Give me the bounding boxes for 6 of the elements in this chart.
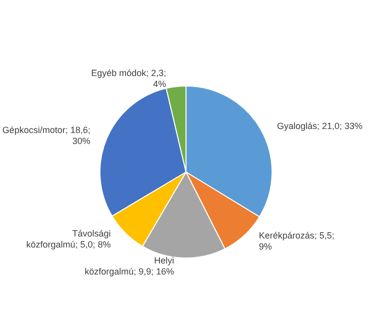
slice-label: Egyéb módok; 2,3; 4%	[91, 68, 166, 90]
slice-label: Távolsági közforgalmú; 5,0; 8%	[26, 228, 111, 250]
slice-label: Gyaloglás; 21,0; 33%	[277, 120, 363, 131]
slice-label: Helyi közforgalmú; 9,9; 16%	[84, 256, 174, 277]
slice-label: Gépkocsi/motor; 18,6; 30%	[2, 124, 90, 146]
slice-label: Kerékpározás; 5,5; 9%	[258, 230, 334, 252]
